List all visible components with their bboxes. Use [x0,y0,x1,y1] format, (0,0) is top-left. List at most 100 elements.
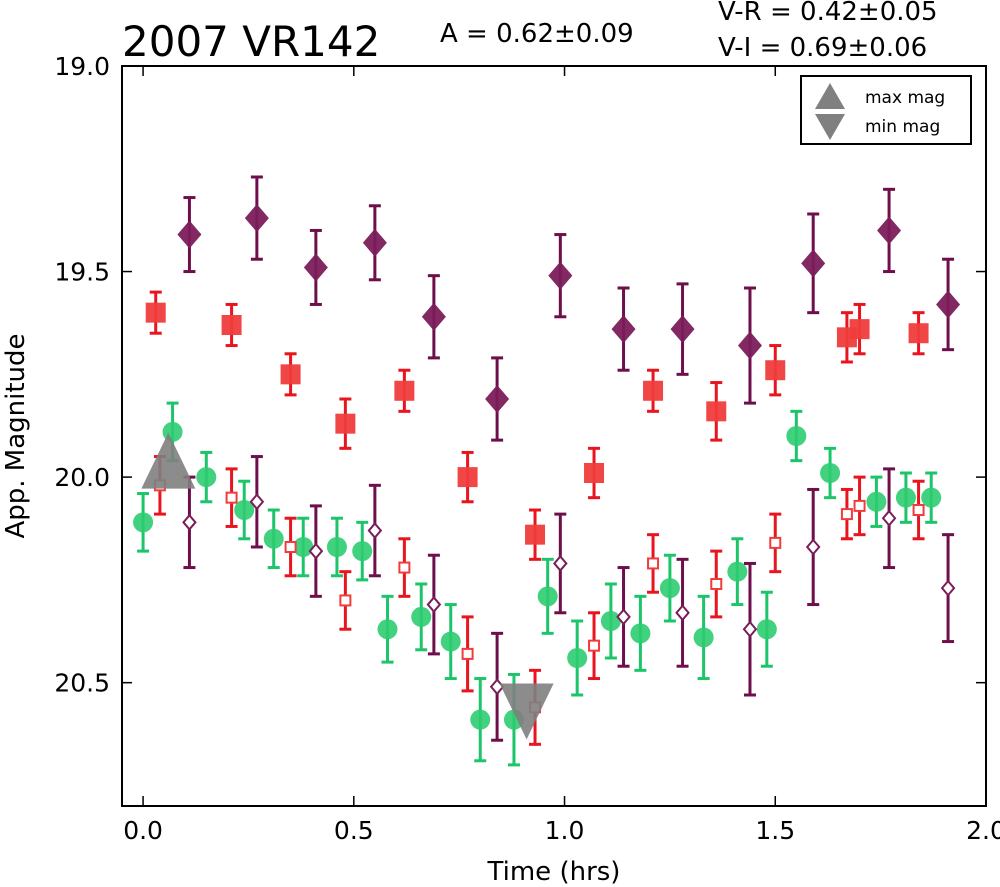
data-point [742,620,758,638]
y-tick-label: 19.0 [54,52,110,81]
data-point [335,413,356,434]
max-mag-marker [141,432,196,489]
data-point [881,509,897,527]
series-3 [153,455,925,746]
data-point [352,541,373,562]
data-point [769,536,782,549]
legend-min-mag-marker [815,114,845,140]
data-point [675,604,690,622]
x-tick-label: 1.5 [755,816,795,845]
series-0 [177,175,961,442]
data-point [756,619,777,640]
data-point [461,647,474,660]
data-point [616,608,631,626]
data-point [895,487,916,508]
legend-max-mag-label: max mag [865,88,945,108]
data-point [377,619,398,640]
data-point [537,586,558,607]
data-point [426,596,442,614]
legend: max mag min mag [800,75,972,145]
data-point [293,537,314,557]
data-point [553,554,568,572]
data-point [647,557,660,570]
data-point [398,561,411,574]
data-point [367,522,383,540]
data-point [225,491,238,504]
data-point [548,261,573,290]
data-point [196,467,217,488]
data-point [249,493,265,511]
data-point [765,360,786,381]
x-tick-label: 0.5 [334,816,374,845]
vr-color-annotation: V-R = 0.42±0.05 [718,0,938,27]
data-point [470,709,491,730]
data-point [584,463,605,483]
series-1 [145,290,929,561]
data-point [133,512,154,533]
data-point [308,542,324,560]
y-tick-label: 20.0 [54,463,110,492]
data-point [457,467,478,488]
data-point [421,302,446,331]
data-point [440,631,461,652]
axis-ticks: 0.0 0.5 1.0 1.5 2.0 19.0 19.5 20.0 20.5 [54,52,1000,845]
data-point [670,315,695,344]
data-point [693,627,714,648]
data-point [600,611,621,631]
data-point [525,524,546,545]
y-tick-label: 19.5 [54,258,110,287]
data-marks [133,175,961,767]
data-point [710,578,723,590]
data-point [182,513,197,531]
data-point [567,648,588,668]
chart-title: 2007 VR142 [122,17,380,66]
x-tick-label: 2.0 [966,816,1000,845]
data-point [326,537,347,557]
amplitude-annotation: A = 0.62±0.09 [440,19,634,49]
legend-max-mag-marker [815,83,845,109]
x-axis-label: Time (hrs) [487,857,621,887]
data-point [727,561,748,582]
data-point [921,487,942,508]
data-point [877,216,902,245]
series-4 [182,455,956,742]
y-tick-label: 20.5 [54,669,110,698]
data-point [263,528,284,549]
data-point [659,578,680,599]
data-point [866,491,887,512]
data-point [177,220,202,249]
data-point [234,500,255,520]
data-point [394,380,415,401]
vi-color-annotation: V-I = 0.69±0.06 [718,33,927,63]
data-point [940,579,956,597]
data-point [339,594,352,607]
data-point [362,228,387,257]
data-point [853,499,866,512]
data-point [221,315,242,335]
data-point [936,290,961,319]
data-point [849,319,870,340]
data-point [737,331,762,360]
data-point [611,315,636,344]
series-2 [133,401,942,767]
data-point [786,426,807,446]
plot-frame [121,65,987,807]
data-point [706,401,727,422]
data-point [630,623,651,644]
data-point [912,504,925,516]
legend-min-mag-label: min mag [865,117,940,137]
data-point [805,538,821,556]
min-mag-marker [499,683,554,740]
data-point [485,385,510,413]
data-point [801,249,826,278]
data-point [284,541,297,553]
data-point [840,508,853,521]
data-point [244,204,269,233]
data-point [303,253,328,282]
x-tick-label: 0.0 [123,816,163,845]
data-point [280,364,301,385]
y-axis-label: App. Magnitude [1,333,31,538]
data-point [145,302,166,323]
x-tick-label: 1.0 [545,816,585,845]
